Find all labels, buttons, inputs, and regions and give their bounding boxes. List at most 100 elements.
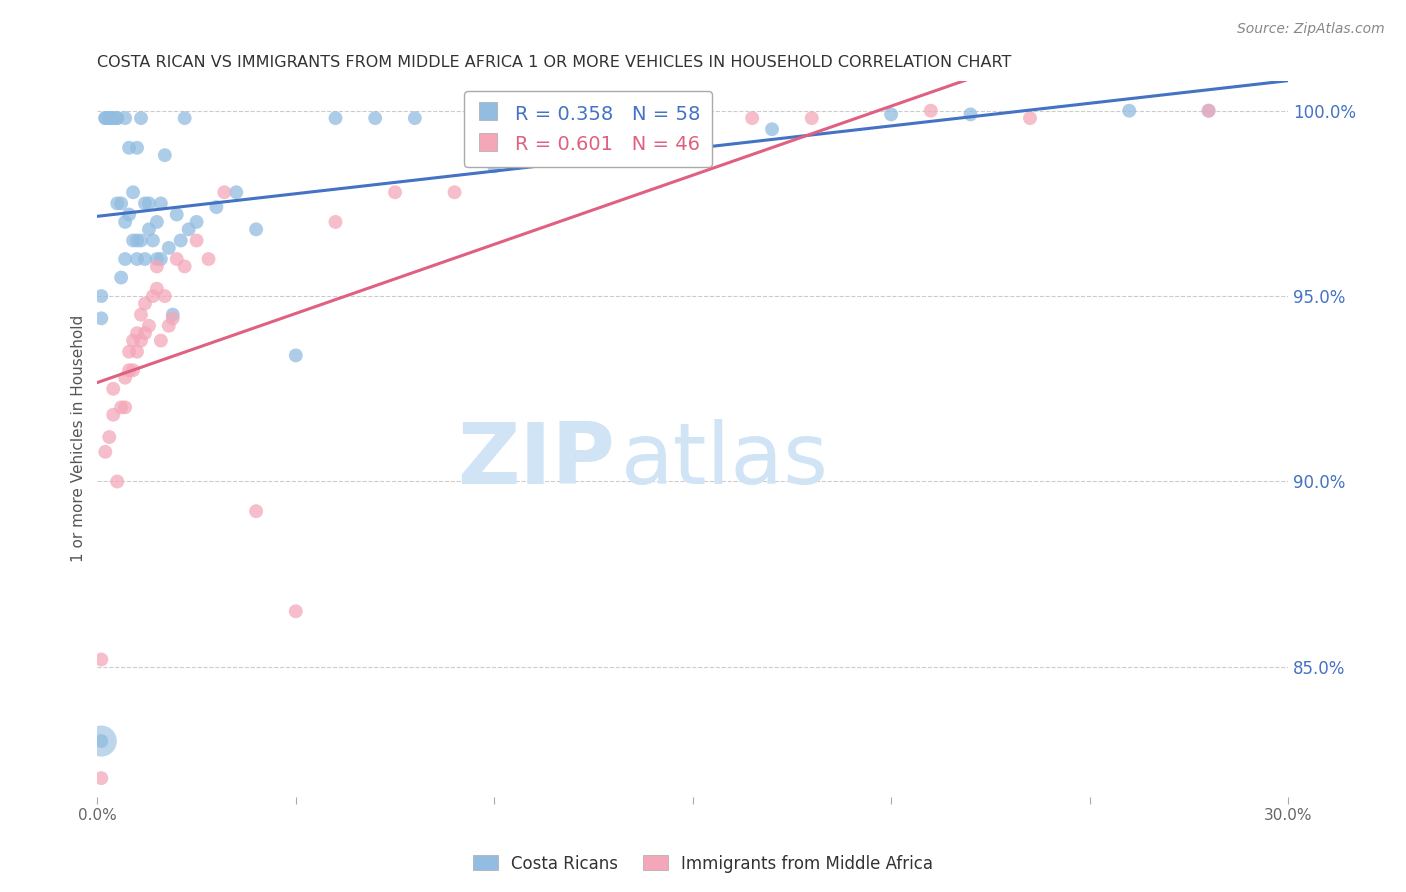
Point <box>146 282 169 296</box>
Point <box>98 111 121 125</box>
Point <box>114 370 136 384</box>
Point <box>129 111 152 125</box>
Point <box>125 326 148 341</box>
Point <box>142 234 165 248</box>
Point <box>125 252 148 266</box>
Point <box>149 196 172 211</box>
Point <box>94 111 117 125</box>
Point <box>214 186 236 200</box>
Point <box>741 111 763 125</box>
Point <box>166 252 188 266</box>
Point <box>364 111 387 125</box>
Point <box>186 234 208 248</box>
Text: ZIP: ZIP <box>457 419 616 502</box>
Point <box>602 148 624 162</box>
Point <box>118 344 141 359</box>
Point <box>1198 103 1220 118</box>
Point <box>384 186 406 200</box>
Point <box>146 252 169 266</box>
Point <box>682 119 704 133</box>
Text: atlas: atlas <box>621 419 830 502</box>
Point <box>114 252 136 266</box>
Point <box>245 222 267 236</box>
Point <box>129 234 152 248</box>
Point <box>125 234 148 248</box>
Point <box>103 111 125 125</box>
Point <box>920 103 942 118</box>
Point <box>205 200 228 214</box>
Point <box>129 308 152 322</box>
Point <box>225 186 247 200</box>
Point <box>122 363 145 377</box>
Point <box>186 215 208 229</box>
Point <box>197 252 219 266</box>
Y-axis label: 1 or more Vehicles in Household: 1 or more Vehicles in Household <box>72 315 86 563</box>
Point <box>157 318 180 333</box>
Point <box>173 260 195 274</box>
Point <box>94 445 117 459</box>
Point <box>800 111 823 125</box>
Point <box>157 241 180 255</box>
Legend: Costa Ricans, Immigrants from Middle Africa: Costa Ricans, Immigrants from Middle Afr… <box>465 848 941 880</box>
Point <box>245 504 267 518</box>
Point <box>125 141 148 155</box>
Point <box>105 111 128 125</box>
Point <box>404 111 426 125</box>
Point <box>94 111 117 125</box>
Point <box>177 222 200 236</box>
Point <box>146 215 169 229</box>
Point <box>110 270 132 285</box>
Point <box>1019 111 1042 125</box>
Point <box>110 401 132 415</box>
Point <box>90 771 112 785</box>
Point <box>134 252 156 266</box>
Point <box>146 260 169 274</box>
Point <box>90 311 112 326</box>
Point <box>1118 103 1140 118</box>
Point <box>153 148 176 162</box>
Point <box>90 289 112 303</box>
Point <box>138 318 160 333</box>
Point <box>103 408 125 422</box>
Point <box>170 234 193 248</box>
Point <box>138 222 160 236</box>
Point <box>162 308 184 322</box>
Point <box>110 196 132 211</box>
Point <box>1198 103 1220 118</box>
Point <box>166 207 188 221</box>
Text: Source: ZipAtlas.com: Source: ZipAtlas.com <box>1237 22 1385 37</box>
Point <box>114 111 136 125</box>
Point <box>98 111 121 125</box>
Point <box>325 215 347 229</box>
Point <box>162 311 184 326</box>
Point <box>484 159 506 173</box>
Point <box>118 207 141 221</box>
Point <box>325 111 347 125</box>
Point <box>284 348 307 362</box>
Point <box>149 252 172 266</box>
Point <box>880 107 903 121</box>
Point <box>90 652 112 666</box>
Point <box>122 334 145 348</box>
Point <box>284 604 307 618</box>
Point <box>114 401 136 415</box>
Point <box>153 289 176 303</box>
Point <box>114 215 136 229</box>
Point <box>443 186 465 200</box>
Point <box>90 734 112 748</box>
Point <box>173 111 195 125</box>
Point <box>142 289 165 303</box>
Point <box>122 234 145 248</box>
Point <box>103 111 125 125</box>
Point <box>105 111 128 125</box>
Point <box>98 111 121 125</box>
Point <box>122 186 145 200</box>
Point <box>118 363 141 377</box>
Legend: R = 0.358   N = 58, R = 0.601   N = 46: R = 0.358 N = 58, R = 0.601 N = 46 <box>464 91 711 167</box>
Point <box>134 196 156 211</box>
Point <box>125 344 148 359</box>
Point <box>134 326 156 341</box>
Point <box>761 122 783 136</box>
Point <box>602 126 624 140</box>
Point <box>138 196 160 211</box>
